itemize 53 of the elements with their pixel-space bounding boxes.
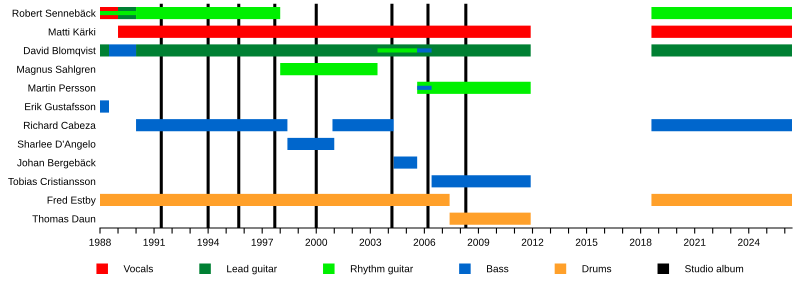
bar [394,156,418,169]
y-tick-label: Richard Cabeza [24,122,96,129]
bar [417,86,432,90]
bar [651,6,792,20]
bar [100,100,110,113]
x-tick-label: 2021 [684,238,706,246]
bar [417,48,432,52]
legend-label: Studio album [685,264,744,272]
bar [651,26,792,38]
bar [287,138,334,150]
legend-label: Bass [487,265,508,272]
bar [417,82,531,94]
y-tick-label: Fred Estby [48,196,96,206]
x-tick-label: 2009 [468,238,490,246]
x-tick-label: 1997 [252,238,273,246]
y-tick-label: Magnus Sahlgren [17,65,96,75]
y-tick-label: Thomas Daun [32,214,96,222]
bar [109,44,136,57]
bar [450,212,531,225]
bar [136,119,288,132]
bar [432,175,531,188]
legend-label: Vocals [124,264,153,272]
x-tick-label: 1991 [144,238,165,246]
legend-label: Lead guitar [227,264,277,274]
y-tick-label: Erik Gustafsson [25,102,96,110]
y-tick-label: Tobias Cristiansson [8,178,96,186]
legend-label: Rhythm guitar [350,264,414,274]
x-tick-label: 2006 [414,238,436,246]
x-tick-label: 2015 [576,238,598,246]
bar [280,63,378,76]
bar [118,26,531,38]
bar [651,44,792,57]
x-tick-label: 1994 [198,238,220,246]
legend-label: Drums [582,265,612,272]
y-tick-label: Matti Kärki [48,28,96,36]
x-tick-label: 2018 [630,238,652,246]
y-tick-label: Sharlee D'Angelo [18,140,96,150]
x-tick-label: 2012 [522,238,544,246]
y-tick-label: Johan Bergebäck [17,158,96,168]
bar [332,119,394,132]
x-tick-label: 2024 [738,238,760,246]
bar [100,44,110,57]
x-tick-label: 2003 [360,238,382,246]
y-tick-label: Martin Persson [28,84,96,92]
x-tick-label: 2000 [305,238,328,246]
y-tick-label: Robert Sennebäck [12,9,96,17]
bar [136,44,531,57]
bar [651,194,792,206]
bar [100,194,450,206]
y-tick-label: David Blomqvist [24,46,96,56]
bar [651,119,792,132]
bar [378,48,418,52]
x-tick-label: 1988 [89,238,111,246]
